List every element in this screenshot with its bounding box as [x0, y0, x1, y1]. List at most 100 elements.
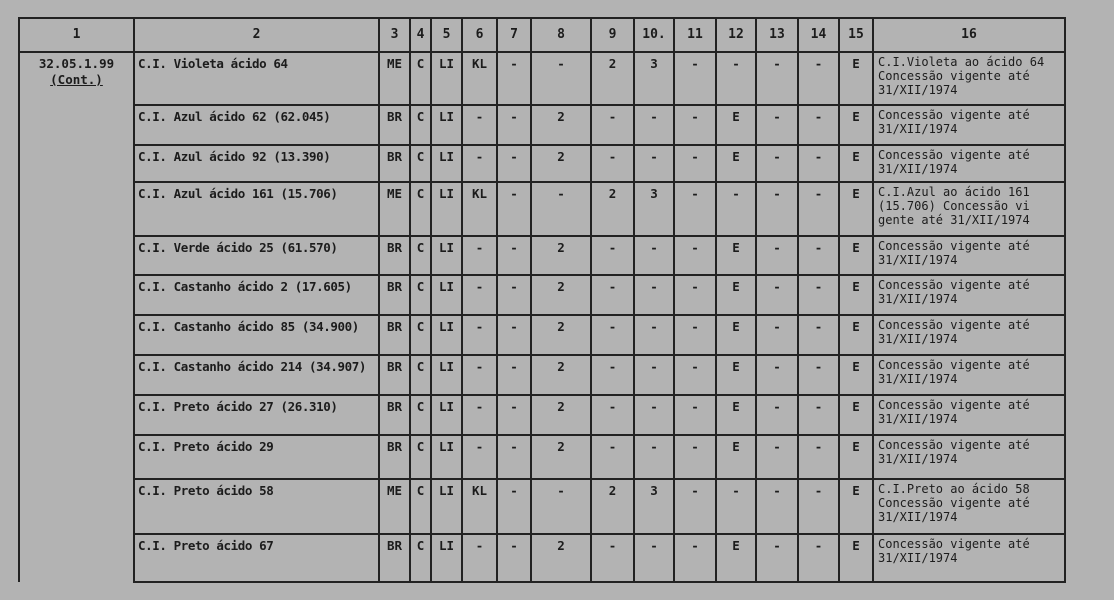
- table-row: C.I. Azul ácido 92 (13.390) BR C LI - -2- - - E -…: [19, 144, 1066, 183]
- cell-col-10: 3: [633, 478, 675, 535]
- column-header-13: 13: [755, 17, 799, 53]
- cell-col-15: E: [838, 104, 874, 146]
- table-row: C.I. Preto ácido 27 (26.310) BR C LI - -2- - - E…: [19, 394, 1066, 436]
- cell-col-14: -: [797, 434, 840, 480]
- cell-col-6: -: [461, 104, 498, 146]
- remarks-line: 31/XII/1974: [878, 253, 958, 267]
- table-row: C.I. Castanho ácido 2 (17.605) BR C LI - -2- -…: [19, 274, 1066, 316]
- cell-col-5: LI: [430, 235, 463, 276]
- code-cell: 32.05.1.99 (Cont.): [18, 51, 135, 582]
- cell-col-5: LI: [430, 144, 463, 183]
- cell-col-10: -: [633, 314, 675, 356]
- cell-col-14: -: [797, 144, 840, 183]
- column-header-9: 9: [590, 17, 635, 53]
- remarks-line: (15.706) Concessão vi: [878, 199, 1030, 213]
- cell-col-7: -: [496, 235, 532, 276]
- cell-col-13: -: [755, 235, 799, 276]
- remarks-line: gente até 31/XII/1974: [878, 213, 1030, 227]
- table-row: 32.05.1.99 (Cont.) C.I. Violeta ácido 64 ME…: [18, 51, 1066, 582]
- cell-col-3: BR: [378, 235, 411, 276]
- cell-col-15: E: [838, 478, 874, 535]
- cell-col-10: 3: [633, 181, 675, 237]
- cell-col-6: KL: [461, 181, 498, 237]
- cell-col-14: -: [797, 354, 840, 396]
- cell-col-3: BR: [378, 434, 411, 480]
- remarks-line: C.I.Azul ao ácido 161: [878, 185, 1030, 199]
- remarks-cell: C.I.Preto ao ácido 58 Concessão vigente a…: [872, 478, 1066, 535]
- cell-col-13: -: [755, 434, 799, 480]
- cell-col-8: -: [530, 51, 592, 106]
- cell-col-4: C: [409, 533, 432, 583]
- remarks-line: Concessão vigente até: [878, 496, 1030, 510]
- column-header-15: 15: [838, 17, 874, 53]
- cell-col-9: -: [590, 394, 635, 436]
- remarks-cell: Concessão vigente até 31/XII/1974: [872, 104, 1066, 146]
- cell-col-13: -: [755, 144, 799, 183]
- cell-col-8: 2: [530, 274, 592, 316]
- cell-col-6: -: [461, 144, 498, 183]
- remarks-line: 31/XII/1974: [878, 83, 958, 97]
- cell-col-14: -: [797, 394, 840, 436]
- cell-col-14: -: [797, 181, 840, 237]
- product-name: C.I. Verde ácido 25 (61.570): [133, 235, 380, 276]
- cell-col-8: 2: [530, 354, 592, 396]
- cell-col-4: C: [409, 51, 432, 106]
- cell-col-12: E: [715, 394, 757, 436]
- remarks-line: Concessão vigente até: [878, 239, 1030, 253]
- product-name: C.I. Castanho ácido 2 (17.605): [133, 274, 380, 316]
- cell-col-13: -: [755, 314, 799, 356]
- cell-col-9: -: [590, 144, 635, 183]
- cell-col-6: -: [461, 394, 498, 436]
- product-name: C.I. Azul ácido 161 (15.706): [133, 181, 380, 237]
- cell-col-9: 2: [590, 181, 635, 237]
- column-header-10: 10.: [633, 17, 675, 53]
- table-row: C.I. Castanho ácido 214 (34.907) BR C LI - -2…: [19, 354, 1066, 396]
- cell-col-7: -: [496, 181, 532, 237]
- cell-col-9: -: [590, 434, 635, 480]
- cell-col-6: -: [461, 434, 498, 480]
- cell-col-6: -: [461, 354, 498, 396]
- cell-col-7: -: [496, 478, 532, 535]
- cell-col-10: -: [633, 235, 675, 276]
- product-name: C.I. Preto ácido 27 (26.310): [133, 394, 380, 436]
- cell-col-13: -: [755, 354, 799, 396]
- remarks-line: 31/XII/1974: [878, 372, 958, 386]
- cell-col-12: E: [715, 354, 757, 396]
- cell-col-7: -: [496, 354, 532, 396]
- cell-col-15: E: [838, 274, 874, 316]
- cell-col-4: C: [409, 274, 432, 316]
- table-row: C.I. Verde ácido 25 (61.570) BR C LI - -2- - - E…: [19, 235, 1066, 276]
- column-header-1: 1: [18, 17, 135, 53]
- column-header-3: 3: [378, 17, 411, 53]
- cell-col-10: -: [633, 394, 675, 436]
- cell-col-7: -: [496, 104, 532, 146]
- cell-col-3: BR: [378, 314, 411, 356]
- cell-col-3: ME: [378, 181, 411, 237]
- cell-col-8: 2: [530, 434, 592, 480]
- cell-col-12: E: [715, 434, 757, 480]
- cell-col-9: 2: [590, 478, 635, 535]
- cell-col-8: 2: [530, 533, 592, 583]
- cell-col-12: E: [715, 104, 757, 146]
- cell-col-6: KL: [461, 478, 498, 535]
- cell-col-4: C: [409, 354, 432, 396]
- product-name: C.I. Preto ácido 67: [133, 533, 380, 583]
- cell-col-8: 2: [530, 104, 592, 146]
- remarks-line: 31/XII/1974: [878, 162, 958, 176]
- column-header-16: 16: [872, 17, 1066, 53]
- cell-col-7: -: [496, 434, 532, 480]
- code-note: (Cont.): [50, 72, 103, 87]
- cell-col-4: C: [409, 181, 432, 237]
- column-header-4: 4: [409, 17, 432, 53]
- remarks-cell: Concessão vigente até 31/XII/1974: [872, 434, 1066, 480]
- cell-col-13: -: [755, 533, 799, 583]
- remarks-line: Concessão vigente até: [878, 69, 1030, 83]
- cell-col-7: -: [496, 533, 532, 583]
- cell-col-15: E: [838, 181, 874, 237]
- cell-col-11: -: [673, 533, 717, 583]
- remarks-cell: Concessão vigente até 31/XII/1974: [872, 314, 1066, 356]
- cell-col-10: -: [633, 144, 675, 183]
- cell-col-5: LI: [430, 478, 463, 535]
- cell-col-11: -: [673, 104, 717, 146]
- cell-col-12: E: [715, 235, 757, 276]
